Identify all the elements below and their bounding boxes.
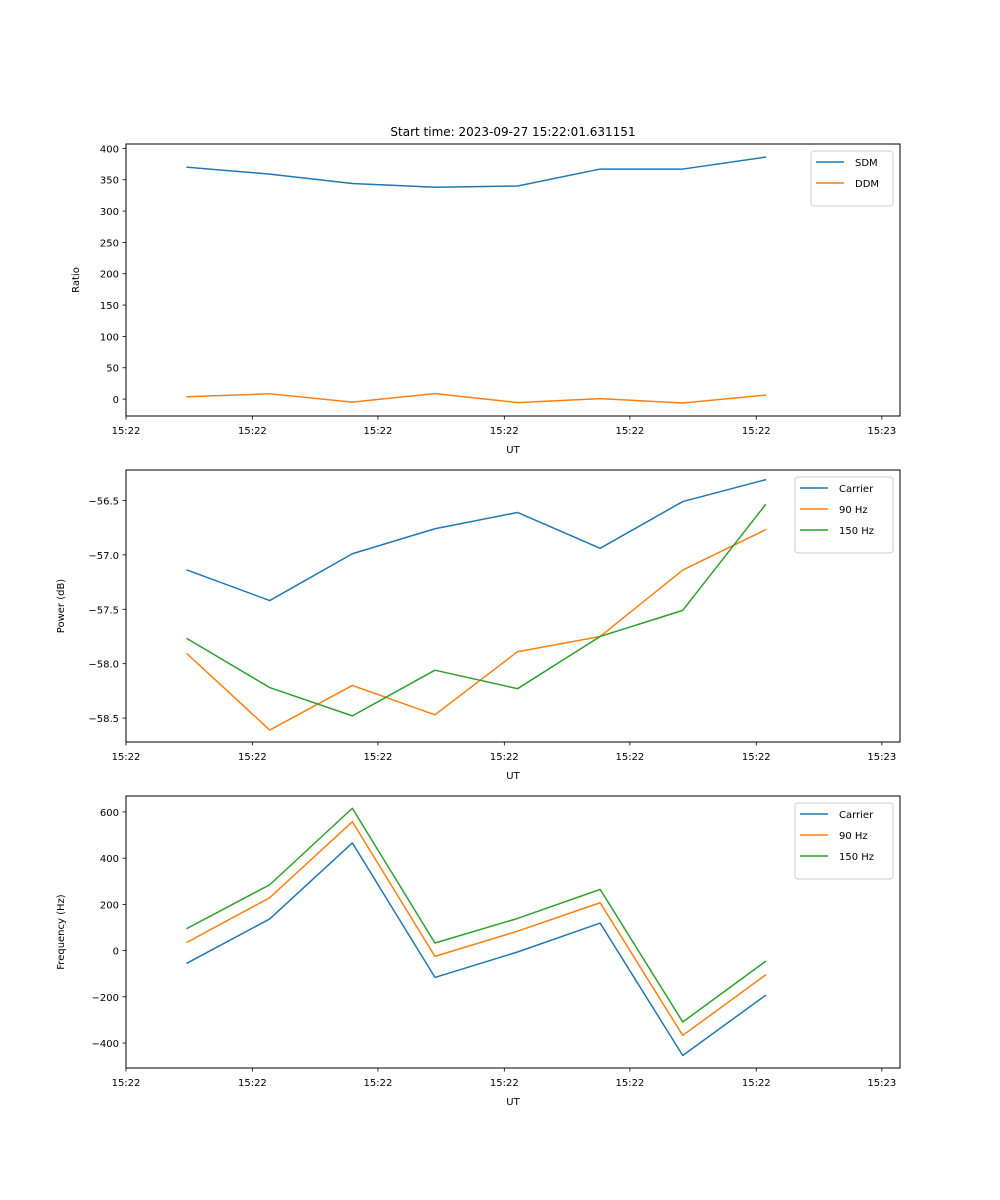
x-tick-label: 15:22 xyxy=(112,426,141,437)
y-tick-label: 0 xyxy=(113,947,119,958)
legend-label: 150 Hz xyxy=(839,526,874,537)
legend-box xyxy=(794,802,894,880)
y-tick-label: −58.5 xyxy=(88,714,119,725)
legend-box xyxy=(794,476,894,554)
y-tick-label: −56.5 xyxy=(88,496,119,507)
legend: Carrier 90 Hz 150 Hz xyxy=(794,476,894,554)
series-line-carrier xyxy=(186,478,767,602)
legend-label: Carrier xyxy=(839,810,874,821)
x-tick-label: 15:22 xyxy=(615,752,644,763)
x-tick-label: 15:22 xyxy=(742,1078,771,1089)
legend-label: SDM xyxy=(855,158,878,169)
y-tick-label: 400 xyxy=(100,144,119,155)
x-axis-label: UT xyxy=(506,445,520,456)
y-tick-label: −400 xyxy=(92,1039,119,1050)
figure-title: Start time: 2023-09-27 15:22:01.631151 xyxy=(390,125,635,139)
x-tick-label: 15:22 xyxy=(238,426,267,437)
y-tick-label: 200 xyxy=(100,900,119,911)
y-tick-label: 300 xyxy=(100,207,119,218)
legend: Carrier 90 Hz 150 Hz xyxy=(794,802,894,880)
x-tick-label: 15:22 xyxy=(490,752,519,763)
series-line-sdm xyxy=(186,156,767,188)
x-tick-label: 15:22 xyxy=(112,752,141,763)
x-tick-label: 15:22 xyxy=(364,752,393,763)
x-tick-label: 15:22 xyxy=(742,426,771,437)
y-tick-label: 100 xyxy=(100,332,119,343)
y-tick-label: 350 xyxy=(100,176,119,187)
y-tick-label: −57.0 xyxy=(88,551,119,562)
x-tick-label: 15:23 xyxy=(867,752,896,763)
y-tick-label: 150 xyxy=(100,301,119,312)
series-line-carrier xyxy=(186,842,767,1057)
x-tick-label: 15:22 xyxy=(238,1078,267,1089)
series-line-ddm xyxy=(186,392,767,404)
x-tick-label: 15:23 xyxy=(867,426,896,437)
y-tick-label: 200 xyxy=(100,270,119,281)
axes-frame xyxy=(125,795,901,1069)
x-tick-label: 15:22 xyxy=(364,426,393,437)
y-tick-label: −58.0 xyxy=(88,660,119,671)
y-axis-label: Power (dB) xyxy=(56,579,67,634)
y-tick-label: 0 xyxy=(113,395,119,406)
legend-label: 90 Hz xyxy=(839,505,868,516)
y-tick-label: 250 xyxy=(100,238,119,249)
x-tick-label: 15:22 xyxy=(238,752,267,763)
y-axis-label: Ratio xyxy=(71,267,82,293)
x-tick-label: 15:22 xyxy=(490,426,519,437)
x-tick-label: 15:22 xyxy=(490,1078,519,1089)
legend-box xyxy=(810,150,894,207)
x-tick-label: 15:22 xyxy=(742,752,771,763)
axes-frame xyxy=(125,143,901,417)
x-tick-label: 15:22 xyxy=(615,426,644,437)
y-tick-label: 400 xyxy=(100,854,119,865)
x-tick-label: 15:22 xyxy=(112,1078,141,1089)
y-tick-label: 50 xyxy=(106,364,119,375)
series-line-150-hz xyxy=(186,807,767,1023)
y-axis-label: Frequency (Hz) xyxy=(56,894,67,970)
y-tick-label: −57.5 xyxy=(88,605,119,616)
subplot-2: 15:22 15:22 15:22 15:22 15:22 15:22 15:23 −58.5… xyxy=(56,469,901,782)
series-line-90-hz xyxy=(186,820,767,1037)
x-tick-label: 15:22 xyxy=(364,1078,393,1089)
legend: SDM DDM xyxy=(810,150,894,207)
subplot-3: 15:22 15:22 15:22 15:22 15:22 15:22 15:23 −400 −… xyxy=(56,795,901,1108)
axes-frame xyxy=(125,469,901,743)
x-tick-label: 15:23 xyxy=(867,1078,896,1089)
x-axis-label: UT xyxy=(506,1097,520,1108)
subplot-1: 15:22 15:22 15:22 15:22 15:22 15:22 15:23 0 50 10… xyxy=(71,143,901,456)
legend-label: 90 Hz xyxy=(839,831,868,842)
y-tick-label: 600 xyxy=(100,808,119,819)
y-tick-label: −200 xyxy=(92,993,119,1004)
series-line-90-hz xyxy=(186,528,767,731)
x-axis-label: UT xyxy=(506,771,520,782)
legend-label: Carrier xyxy=(839,484,874,495)
x-tick-label: 15:22 xyxy=(615,1078,644,1089)
series-line-150-hz xyxy=(186,503,767,717)
legend-label: 150 Hz xyxy=(839,852,874,863)
legend-label: DDM xyxy=(855,179,879,190)
